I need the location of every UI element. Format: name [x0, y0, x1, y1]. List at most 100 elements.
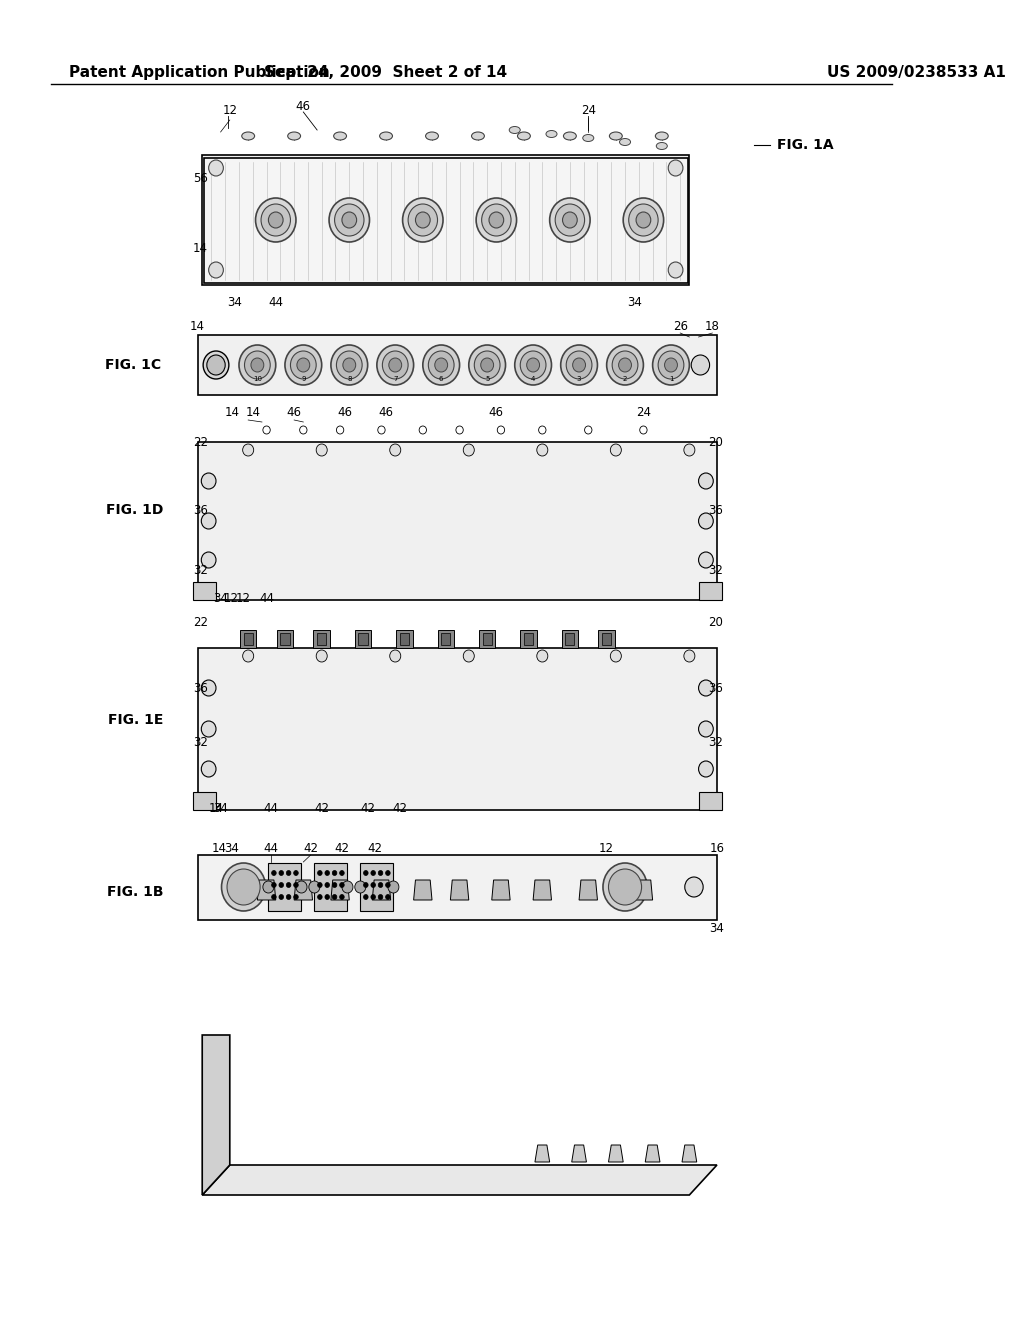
Ellipse shape — [656, 143, 668, 149]
Ellipse shape — [202, 513, 216, 529]
Text: 26: 26 — [673, 321, 688, 334]
Text: 32: 32 — [708, 564, 723, 577]
Ellipse shape — [242, 132, 255, 140]
Polygon shape — [535, 1144, 550, 1162]
Bar — [598, 630, 615, 648]
Text: 1: 1 — [669, 376, 673, 381]
Ellipse shape — [340, 895, 344, 899]
Text: 42: 42 — [392, 801, 408, 814]
Text: 42: 42 — [314, 801, 329, 814]
Ellipse shape — [287, 895, 291, 899]
Ellipse shape — [271, 883, 276, 887]
Ellipse shape — [419, 426, 426, 434]
Polygon shape — [608, 1144, 624, 1162]
Ellipse shape — [332, 870, 337, 875]
Ellipse shape — [288, 132, 301, 140]
Ellipse shape — [463, 444, 474, 455]
Ellipse shape — [378, 870, 383, 875]
Text: 34: 34 — [710, 921, 724, 935]
Text: 36: 36 — [193, 503, 208, 516]
Ellipse shape — [684, 444, 695, 455]
Ellipse shape — [698, 552, 714, 568]
Ellipse shape — [469, 345, 506, 385]
Ellipse shape — [317, 870, 323, 875]
Text: 2: 2 — [623, 376, 628, 381]
Ellipse shape — [610, 649, 622, 663]
Text: 56: 56 — [193, 172, 208, 185]
Ellipse shape — [263, 426, 270, 434]
Bar — [396, 630, 413, 648]
Ellipse shape — [317, 883, 323, 887]
Text: 42: 42 — [368, 842, 383, 854]
Text: 24: 24 — [636, 407, 651, 420]
Text: 20: 20 — [708, 616, 723, 630]
Ellipse shape — [390, 444, 400, 455]
Ellipse shape — [325, 895, 330, 899]
Ellipse shape — [239, 345, 275, 385]
Text: FIG. 1D: FIG. 1D — [106, 503, 164, 517]
Bar — [240, 630, 256, 648]
Ellipse shape — [463, 649, 474, 663]
Ellipse shape — [261, 205, 291, 236]
Polygon shape — [571, 1144, 587, 1162]
Ellipse shape — [209, 160, 223, 176]
Ellipse shape — [334, 132, 346, 140]
Ellipse shape — [294, 870, 298, 875]
Ellipse shape — [202, 721, 216, 737]
Ellipse shape — [335, 205, 364, 236]
Ellipse shape — [698, 762, 714, 777]
Text: 24: 24 — [581, 103, 596, 116]
Ellipse shape — [409, 205, 437, 236]
Ellipse shape — [329, 198, 370, 242]
Polygon shape — [373, 880, 390, 900]
Ellipse shape — [271, 870, 276, 875]
Ellipse shape — [562, 213, 578, 228]
Ellipse shape — [340, 883, 344, 887]
Text: 46: 46 — [337, 407, 352, 420]
Ellipse shape — [371, 870, 376, 875]
Text: 22: 22 — [193, 437, 208, 450]
Ellipse shape — [423, 345, 460, 385]
Ellipse shape — [243, 444, 254, 455]
Ellipse shape — [658, 351, 684, 379]
Bar — [198, 855, 717, 920]
Bar — [358, 634, 368, 645]
Ellipse shape — [386, 870, 390, 875]
Ellipse shape — [386, 883, 390, 887]
Ellipse shape — [572, 358, 586, 372]
Ellipse shape — [620, 139, 631, 145]
Ellipse shape — [608, 869, 642, 906]
Ellipse shape — [285, 345, 322, 385]
Polygon shape — [202, 1035, 229, 1195]
Ellipse shape — [309, 880, 319, 894]
Text: 44: 44 — [263, 801, 279, 814]
Polygon shape — [634, 880, 652, 900]
Bar — [479, 630, 496, 648]
Text: 34: 34 — [627, 296, 642, 309]
Ellipse shape — [669, 261, 683, 279]
Text: 32: 32 — [708, 735, 723, 748]
Ellipse shape — [382, 351, 409, 379]
Ellipse shape — [428, 351, 454, 379]
Ellipse shape — [629, 205, 658, 236]
Ellipse shape — [297, 358, 309, 372]
Ellipse shape — [325, 870, 330, 875]
Ellipse shape — [316, 649, 328, 663]
Text: 44: 44 — [263, 842, 279, 854]
Text: 36: 36 — [708, 681, 723, 694]
Ellipse shape — [389, 358, 401, 372]
Bar — [354, 630, 372, 648]
Ellipse shape — [652, 345, 689, 385]
Ellipse shape — [251, 358, 264, 372]
Ellipse shape — [202, 552, 216, 568]
Text: 7: 7 — [393, 376, 397, 381]
Text: 44: 44 — [259, 591, 274, 605]
Ellipse shape — [456, 426, 463, 434]
Ellipse shape — [583, 135, 594, 141]
Ellipse shape — [271, 895, 276, 899]
Bar — [520, 630, 537, 648]
Ellipse shape — [636, 213, 651, 228]
Text: 46: 46 — [287, 407, 302, 420]
Polygon shape — [257, 880, 275, 900]
Ellipse shape — [386, 895, 390, 899]
